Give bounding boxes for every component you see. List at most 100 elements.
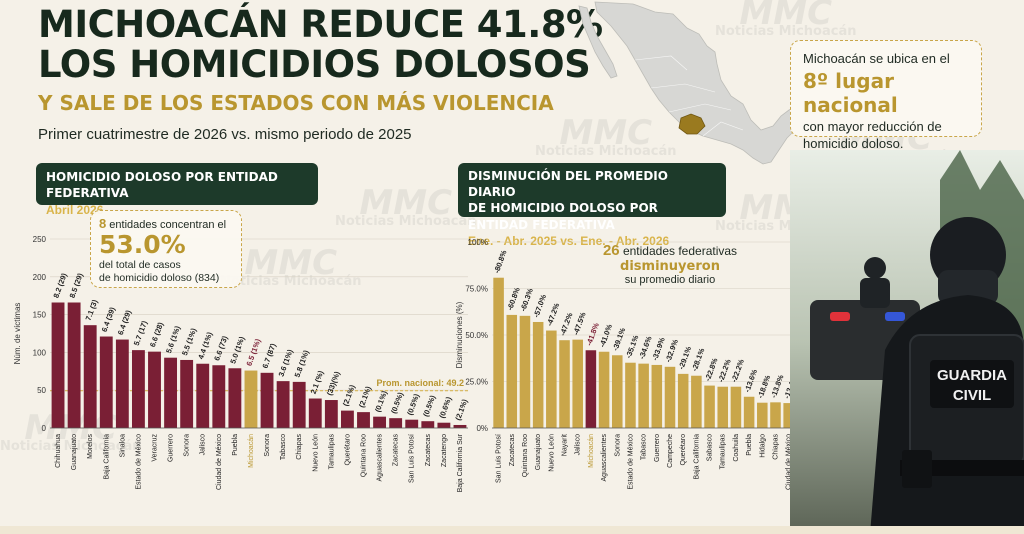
x-tick-label: Tabasco	[280, 434, 287, 460]
x-tick-label: Morelos	[87, 434, 94, 459]
bar	[260, 372, 274, 428]
data-label: (2.1%)	[357, 385, 373, 409]
y-tick-label: 75.0%	[465, 285, 488, 294]
bar	[83, 325, 97, 428]
x-tick-label: Sinaloa	[119, 434, 126, 457]
x-tick-label: Puebla	[746, 434, 753, 456]
x-tick-label: San Luis Potosí	[496, 434, 503, 483]
y-tick-label: 0%	[476, 424, 488, 433]
bar	[405, 419, 419, 428]
data-label: (0.5%)	[389, 391, 405, 415]
y-tick-label: 100%	[468, 238, 488, 247]
x-tick-label: Michoacán	[588, 434, 595, 468]
data-label: 6.7 (87)	[260, 342, 277, 370]
bar	[598, 351, 610, 428]
bar	[164, 357, 178, 428]
concentration-note: 8 entidades concentran el 53.0% del tota…	[90, 210, 242, 288]
bar	[340, 410, 354, 428]
concentration-note-pct: 53.0%	[99, 230, 186, 259]
bar	[611, 355, 623, 428]
y-tick-label: 25.0%	[465, 378, 488, 387]
x-tick-label: Sonora	[184, 434, 191, 457]
bar	[677, 373, 689, 428]
data-label: 8.5 (29)	[68, 271, 85, 299]
bar	[437, 422, 451, 428]
bar	[743, 396, 755, 428]
data-label: 5.0 (1%)	[228, 335, 246, 365]
bar	[770, 402, 781, 428]
reference-line-label: Prom. nacional: 49.2	[376, 378, 464, 388]
x-tick-label: San Luis Potosí	[409, 434, 416, 483]
baja-california	[578, 5, 618, 79]
data-label: 6.6 (73)	[212, 334, 229, 362]
bar	[625, 362, 636, 428]
data-label: 5.6 (1%)	[164, 324, 182, 354]
x-tick-label: Guanajuato	[71, 434, 78, 470]
bar	[115, 339, 129, 428]
bar	[292, 381, 306, 428]
y-tick-label: 150	[33, 311, 47, 320]
bar	[308, 398, 322, 428]
x-tick-label: Querétaro	[344, 434, 351, 466]
bar	[180, 359, 194, 428]
callout-rank: 8º lugar nacional	[803, 69, 898, 117]
decrease-note: 26 entidades federativas disminuyeron su…	[590, 242, 750, 286]
guardia-civil-badge	[930, 360, 1014, 408]
x-tick-label: Baja California	[103, 434, 110, 480]
x-tick-label: Aguascalientes	[377, 434, 384, 482]
y-tick-label: 200	[33, 273, 47, 282]
data-label: 2.1 (%)	[309, 369, 326, 395]
bar	[373, 416, 387, 428]
bar	[585, 350, 597, 428]
data-label: 6.4 (39)	[100, 305, 117, 333]
bar	[664, 366, 676, 428]
left-bar-chart: Núm. de víctimas 0 50 100 150 200 250 Prom. nac…	[13, 235, 470, 492]
x-tick-label: Chiapas	[296, 434, 303, 460]
x-tick-label: Coahuila	[733, 434, 740, 462]
right-panel-subtitle: Ene. - Abr. 2025 vs. Ene. - Abr. 2026	[468, 233, 670, 248]
bar	[783, 403, 794, 428]
ranking-callout: Michoacán se ubica en el 8º lugar nacion…	[790, 40, 982, 151]
data-label: 6.6 (28)	[148, 320, 165, 348]
callout-line-1: Michoacán se ubica en el	[803, 51, 950, 66]
x-tick-label: Quintana Roo	[361, 434, 368, 477]
left-panel-header: HOMICIDIO DOLOSO POR ENTIDAD FEDERATIVA …	[36, 163, 318, 217]
x-tick-label: Estado de México	[627, 434, 634, 490]
vehicle-light-blue	[885, 312, 905, 321]
decrease-note-line-2: disminuyeron	[620, 259, 720, 274]
x-tick-label: Baja California Sur	[457, 433, 464, 492]
bar	[196, 363, 210, 428]
x-tick-label: Nayarit	[562, 434, 569, 456]
data-label: 6.4 (29)	[116, 308, 133, 336]
data-label: -47.2%	[545, 302, 562, 328]
bar	[638, 363, 649, 428]
x-tick-label: Tamaulipas	[720, 434, 727, 470]
y-axis-label: Disminuciones (%)	[455, 301, 464, 368]
x-tick-label: Guerrero	[654, 434, 661, 462]
y-tick-label: 100	[33, 348, 47, 357]
x-tick-label: Ciudad de México	[786, 434, 793, 490]
concentration-note-line-1: 8 entidades concentran el	[99, 216, 227, 231]
bar	[421, 421, 435, 428]
bar	[148, 351, 161, 428]
x-tick-label: Zacatecas	[425, 434, 432, 467]
callout-line-3b: homicidio doloso.	[803, 135, 904, 151]
x-tick-label: Chihuahua	[55, 434, 62, 468]
x-tick-label: Puebla	[232, 434, 239, 456]
left-panel-subtitle: Abril 2026	[46, 203, 104, 218]
x-tick-label: Quintana Roo	[522, 434, 529, 477]
mexico-map	[578, 1, 805, 165]
bar	[546, 330, 557, 428]
y-tick-label: 50.0%	[465, 331, 488, 340]
data-label: 8.2 (29)	[51, 271, 68, 299]
x-tick-label: Zacatecas	[509, 434, 516, 467]
background-officer	[864, 257, 886, 279]
data-label: (2.1%)	[341, 383, 357, 407]
bar	[357, 412, 370, 428]
x-tick-label: Sonora	[614, 434, 621, 457]
x-tick-label: Baja California	[693, 434, 700, 480]
left-panel-title: HOMICIDIO DOLOSO POR ENTIDAD FEDERATIVA	[46, 170, 278, 201]
bar	[559, 340, 570, 428]
period-text: Primer cuatrimestre de 2026 vs. mismo pe…	[38, 126, 412, 143]
